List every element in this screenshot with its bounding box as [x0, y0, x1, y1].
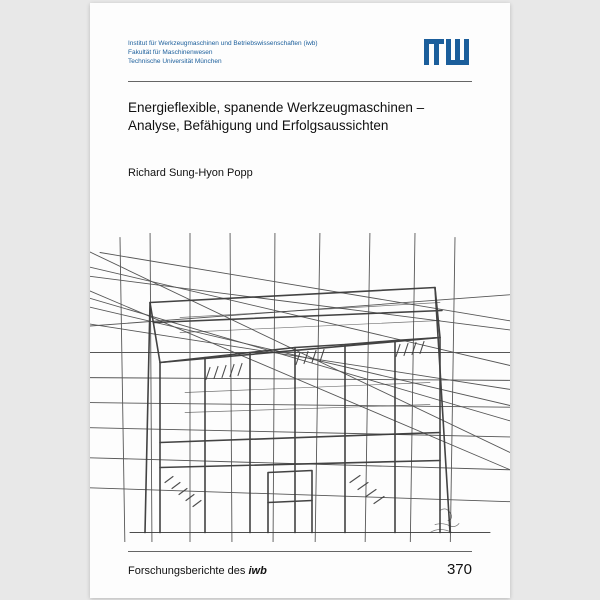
title-line-1: Energieflexible, spanende Werkzeugmaschi… — [128, 100, 424, 115]
institute-line-1: Institut für Werkzeugmaschinen und Betri… — [128, 39, 318, 48]
series-prefix: Forschungsberichte des — [128, 565, 248, 577]
author: Richard Sung-Hyon Popp — [128, 167, 472, 179]
institute-block: Institut für Werkzeugmaschinen und Betri… — [128, 39, 318, 67]
series-suffix: iwb — [248, 565, 266, 577]
tum-logo — [424, 39, 472, 65]
title-line-2: Analyse, Befähigung und Erfolgsaussichte… — [128, 118, 388, 133]
institute-line-3: Technische Universität München — [128, 57, 318, 66]
title-block: Energieflexible, spanende Werkzeugmaschi… — [128, 99, 472, 179]
header: Institut für Werkzeugmaschinen und Betri… — [128, 39, 472, 67]
rule-bottom — [128, 551, 472, 552]
rule-top — [128, 81, 472, 82]
architectural-sketch — [90, 233, 510, 542]
footer: Forschungsberichte des iwb 370 — [128, 561, 472, 578]
title: Energieflexible, spanende Werkzeugmaschi… — [128, 99, 472, 135]
series-title: Forschungsberichte des iwb — [128, 565, 267, 577]
cover-page: Institut für Werkzeugmaschinen und Betri… — [90, 3, 510, 598]
report-number: 370 — [447, 561, 472, 578]
institute-line-2: Fakultät für Maschinenwesen — [128, 48, 318, 57]
